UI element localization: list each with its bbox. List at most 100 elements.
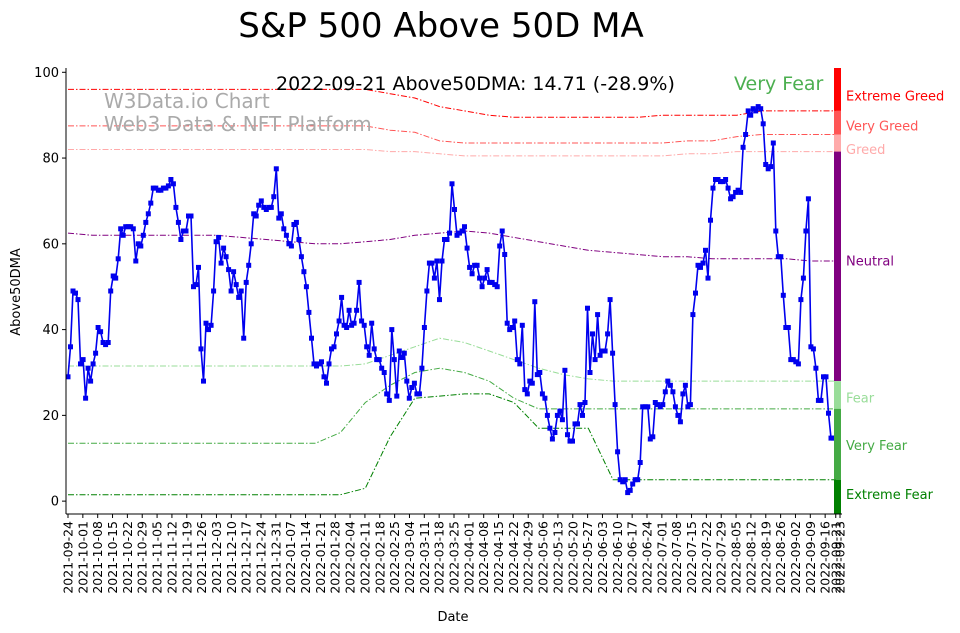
- data-point: [452, 207, 457, 212]
- data-point: [459, 228, 465, 234]
- data-point: [773, 228, 779, 234]
- data-point: [562, 367, 568, 373]
- data-point: [346, 307, 352, 313]
- data-point: [645, 404, 651, 410]
- x-tick-label: 2022-05-20: [565, 521, 580, 594]
- x-tick-label: 2022-02-18: [372, 521, 387, 594]
- data-point: [133, 258, 139, 264]
- data-point: [810, 346, 816, 352]
- data-point: [138, 243, 144, 249]
- series-layer: [65, 104, 839, 496]
- data-point: [399, 355, 405, 360]
- data-point: [539, 391, 545, 397]
- data-point: [213, 239, 219, 245]
- data-point: [108, 288, 114, 294]
- data-point: [381, 370, 387, 375]
- data-point: [469, 271, 475, 277]
- data-point: [143, 219, 149, 225]
- data-point: [404, 378, 410, 384]
- data-point: [682, 382, 688, 388]
- data-point: [672, 404, 678, 410]
- data-point: [334, 331, 339, 337]
- data-point: [517, 361, 523, 367]
- data-point: [826, 410, 831, 416]
- sentiment-band: [834, 151, 841, 381]
- x-tick-label: 2022-02-11: [357, 521, 372, 594]
- sentiment-band: [834, 110, 841, 135]
- y-ticks: 0 20 40 60 80 100: [34, 66, 66, 510]
- x-tick-label: 2021-12-17: [239, 521, 254, 594]
- data-point: [298, 254, 304, 260]
- y-tick-label: 0: [51, 495, 59, 510]
- data-point: [494, 284, 500, 290]
- watermark-line-1: W3Data.io Chart: [104, 89, 270, 113]
- x-tick-label: 2022-05-13: [550, 521, 565, 594]
- data-point: [153, 185, 159, 191]
- x-tick-label: 2021-12-31: [268, 521, 283, 594]
- data-point: [429, 260, 435, 266]
- data-point: [499, 228, 505, 234]
- data-point: [467, 264, 473, 270]
- x-tick-label: 2022-06-10: [610, 521, 625, 594]
- data-point: [183, 228, 189, 234]
- data-point: [590, 331, 595, 337]
- x-tick-label: 2022-06-17: [625, 521, 640, 594]
- data-point: [770, 140, 776, 146]
- x-tick-label: 2021-12-03: [209, 521, 224, 594]
- data-point: [580, 412, 585, 418]
- data-point: [196, 264, 201, 270]
- x-tick-label: 2022-02-25: [387, 521, 402, 594]
- data-point: [607, 297, 613, 303]
- data-point: [768, 164, 774, 170]
- data-point: [409, 385, 415, 390]
- data-point: [364, 344, 370, 350]
- data-point: [359, 318, 365, 324]
- data-point: [168, 177, 174, 182]
- latest-value-annotation: 2022-09-21 Above50DMA: 14.71 (-28.9%): [276, 73, 675, 95]
- series-line: [67, 105, 836, 494]
- data-point: [484, 267, 490, 273]
- data-point: [482, 275, 488, 281]
- x-tick-label: 2022-07-01: [654, 521, 669, 594]
- data-point: [544, 412, 550, 418]
- x-tick-label: 2022-09-09: [803, 521, 818, 594]
- data-point: [396, 348, 402, 354]
- data-point: [339, 294, 345, 300]
- data-point: [738, 189, 744, 195]
- data-point: [479, 284, 485, 290]
- data-point: [449, 181, 455, 187]
- data-point: [221, 245, 227, 251]
- data-point: [667, 382, 673, 388]
- data-point: [73, 290, 78, 296]
- threshold-line: [68, 125, 836, 144]
- data-point: [431, 275, 437, 281]
- data-point: [710, 185, 716, 191]
- data-point: [780, 292, 786, 298]
- threshold-line: [68, 367, 836, 444]
- x-tick-label: 2022-01-07: [283, 521, 298, 594]
- data-point: [818, 397, 824, 403]
- x-ticks: 2021-09-24 2021-10-01 2021-10-08 2021-10-15…: [61, 514, 848, 594]
- data-point: [115, 256, 121, 262]
- data-point: [78, 361, 83, 367]
- data-point: [68, 344, 73, 350]
- data-point: [778, 254, 784, 260]
- x-tick-label: 2022-06-24: [640, 521, 655, 594]
- data-point: [95, 325, 101, 330]
- data-point: [705, 275, 711, 281]
- data-point: [547, 425, 553, 431]
- data-point: [75, 297, 81, 303]
- data-point: [175, 219, 181, 225]
- data-point: [406, 395, 412, 401]
- data-point: [542, 395, 548, 401]
- data-point: [118, 226, 124, 232]
- x-tick-label: 2022-06-03: [595, 521, 610, 594]
- data-point: [268, 204, 274, 210]
- data-point: [256, 202, 262, 208]
- data-point: [301, 269, 307, 275]
- data-point: [351, 320, 357, 326]
- data-point: [228, 288, 234, 294]
- data-point: [612, 402, 618, 408]
- data-point: [477, 275, 483, 281]
- data-point: [597, 352, 603, 358]
